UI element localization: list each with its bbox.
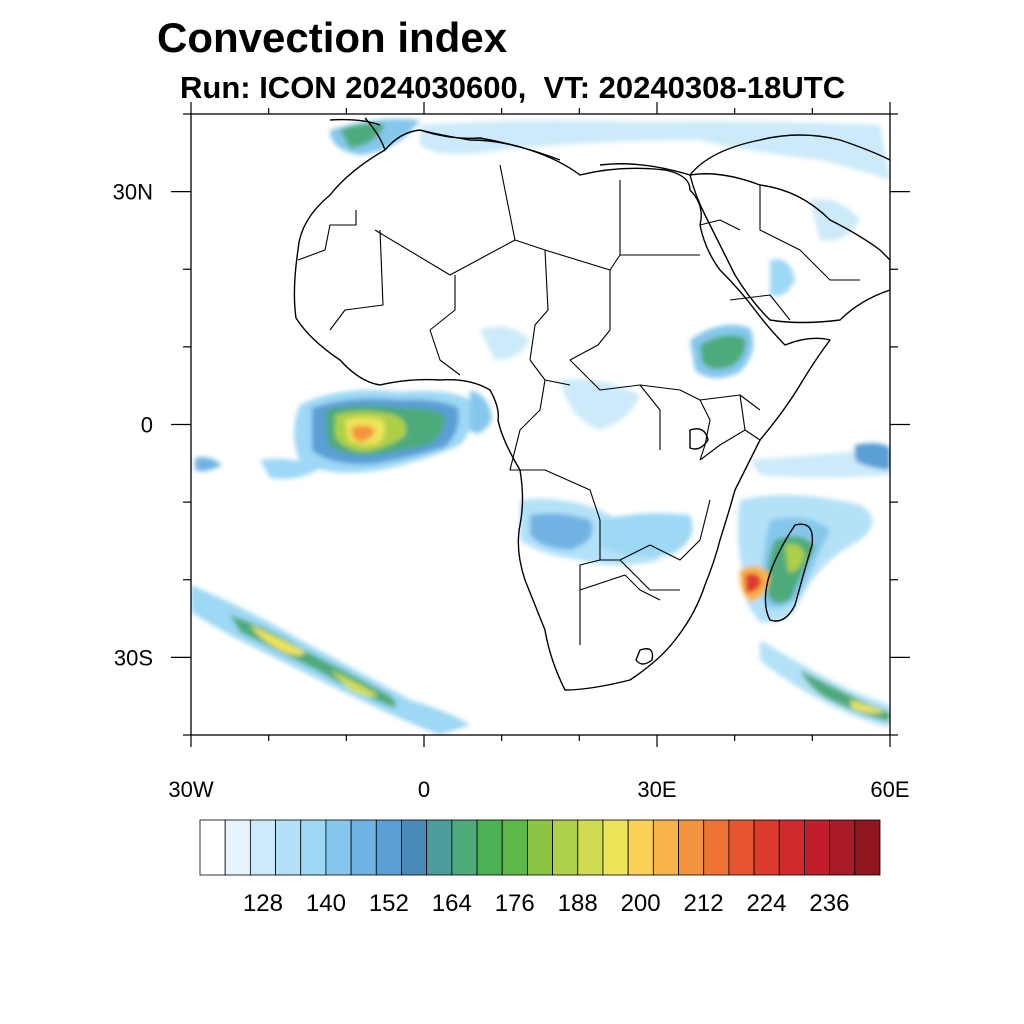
colorbar-swatch <box>602 819 629 876</box>
mediterranean-coast <box>329 118 890 176</box>
colorbar-label: 176 <box>495 890 535 917</box>
lon-tick-label: 30W <box>168 777 213 802</box>
colorbar-label: 200 <box>621 890 661 917</box>
colorbar-swatch <box>728 819 755 876</box>
colorbar-swatch <box>854 819 881 876</box>
convection-field <box>191 118 890 735</box>
colorbar-label: 224 <box>746 890 786 917</box>
lat-tick-label: 30N <box>113 180 153 205</box>
colorbar-swatch <box>249 819 276 876</box>
colorbar-labels: 128 140 152 164 176 188 200 212 224 236 <box>243 890 849 917</box>
colorbar-swatch <box>829 819 856 876</box>
lon-tick-label: 30E <box>637 777 676 802</box>
lon-tick-label: 0 <box>418 777 430 802</box>
chart-subtitle: Run: ICON 2024030600, VT: 20240308-18UTC <box>180 70 846 105</box>
colorbar-swatch <box>778 819 805 876</box>
colorbar-swatch <box>300 819 327 876</box>
colorbar-label: 140 <box>306 890 346 917</box>
africa-coastline <box>293 117 831 691</box>
colorbar-swatch <box>401 819 428 876</box>
lesotho <box>635 648 654 665</box>
colorbar-label: 152 <box>369 890 409 917</box>
map-ticks <box>171 102 910 747</box>
colorbar-label: 188 <box>558 890 598 917</box>
madagascar-cyclone-shading <box>737 443 890 623</box>
lat-tick-label: 0 <box>141 413 153 438</box>
colorbar-label: 236 <box>809 890 849 917</box>
colorbar-swatch <box>527 819 553 876</box>
madagascar-coastline <box>764 523 814 622</box>
colorbar-swatch <box>375 819 402 876</box>
south-atlantic-band-shading <box>191 585 890 735</box>
colorbar-swatch <box>199 819 226 876</box>
guinea-cluster-shading <box>195 390 492 479</box>
colorbar-swatch <box>678 819 705 876</box>
arabian-peninsula-coastline <box>689 173 890 324</box>
colorbar-swatch <box>577 819 604 876</box>
colorbar-swatch <box>476 819 503 876</box>
colorbar-label: 212 <box>684 890 724 917</box>
colorbar-swatch <box>325 819 352 876</box>
colorbar-swatch <box>627 819 654 876</box>
colorbar-swatch <box>451 819 478 876</box>
colorbar-swatch <box>275 819 302 876</box>
chart-title: Convection index <box>157 14 508 61</box>
colorbar-swatch <box>804 819 831 876</box>
colorbar-swatch <box>552 819 579 876</box>
weaker-convection-shading <box>330 118 890 565</box>
coastlines-and-borders <box>293 117 890 691</box>
colorbar-swatch <box>753 819 780 876</box>
colorbar-swatch <box>703 819 730 876</box>
lake-victoria <box>689 428 709 450</box>
colorbar-swatch <box>501 819 528 876</box>
colorbar-swatch <box>426 819 453 876</box>
country-borders <box>297 164 860 645</box>
colorbar-label: 128 <box>243 890 283 917</box>
map-tick-labels: 30W 0 30E 60E 30N 0 30S <box>113 180 910 802</box>
lon-tick-label: 60E <box>870 777 909 802</box>
colorbar-swatch <box>350 819 377 876</box>
lat-tick-label: 30S <box>114 645 153 670</box>
colorbar-swatch <box>224 819 251 876</box>
colorbar <box>199 819 881 876</box>
colorbar-label: 164 <box>432 890 472 917</box>
colorbar-swatch <box>652 819 679 876</box>
